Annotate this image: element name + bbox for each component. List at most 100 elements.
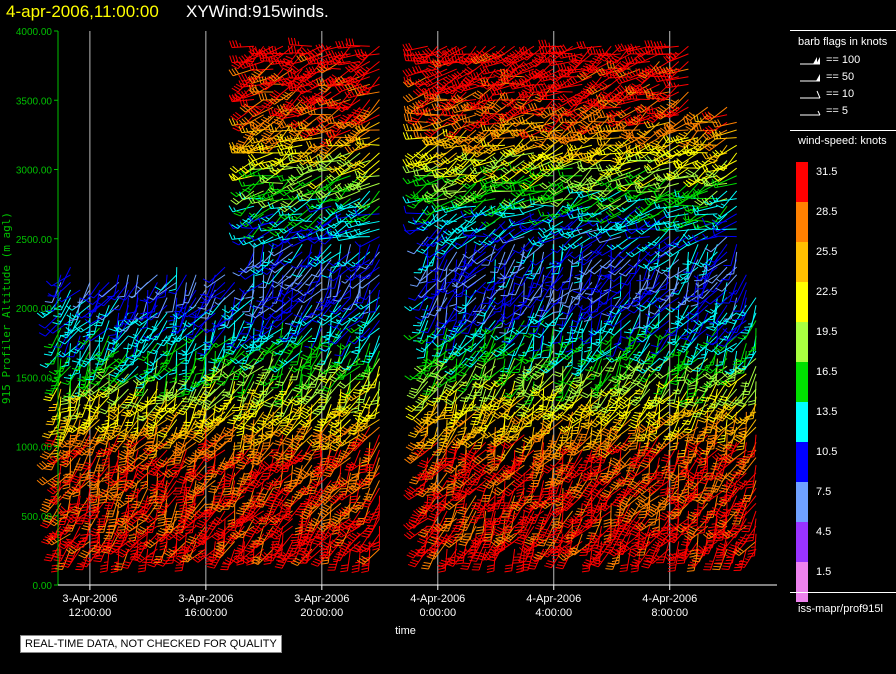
wind-barb xyxy=(351,548,361,573)
x-tick-label: 12:00:00 xyxy=(68,607,111,619)
wind-barb xyxy=(66,480,91,496)
wind-barb xyxy=(118,282,139,301)
wind-barb xyxy=(703,106,728,122)
wind-barb xyxy=(526,328,535,353)
wind-barb xyxy=(124,449,149,465)
wind-barb xyxy=(332,388,342,413)
wind-barb xyxy=(104,487,129,501)
wind-barb xyxy=(98,282,120,298)
wind-barb xyxy=(75,320,100,333)
legend-divider xyxy=(790,30,896,31)
wind-barb xyxy=(510,122,535,138)
wind-barb xyxy=(308,472,332,489)
wind-barb xyxy=(180,495,197,517)
wind-barb xyxy=(82,388,100,410)
wind-barb xyxy=(414,266,438,282)
wind-barb xyxy=(88,464,110,483)
wind-barb xyxy=(354,236,380,248)
wind-barb xyxy=(705,343,718,367)
y-tick-label: 0.00 xyxy=(33,581,53,592)
wind-barb xyxy=(340,548,352,573)
wind-barb xyxy=(690,244,709,265)
wind-barb xyxy=(94,320,110,342)
wind-barb xyxy=(345,38,370,47)
x-tick-label: 4-Apr-2006 xyxy=(526,593,581,605)
wind-barb xyxy=(134,396,158,412)
wind-barb xyxy=(344,144,371,154)
wind-barb xyxy=(107,434,129,453)
barb-flag-icon xyxy=(800,74,820,82)
wind-barb xyxy=(699,350,718,371)
wind-barb xyxy=(216,335,226,360)
wind-barb xyxy=(287,37,312,47)
wind-barb xyxy=(711,119,737,128)
wind-barb xyxy=(166,442,178,466)
wind-barb xyxy=(619,548,631,573)
wind-barb xyxy=(43,426,62,448)
wind-barb xyxy=(421,68,448,79)
wind-barb xyxy=(118,297,129,322)
wind-barb xyxy=(228,205,255,213)
speed-legend-title: wind-speed: knots xyxy=(798,135,887,147)
speed-color-label: 19.5 xyxy=(816,326,838,338)
wind-barb xyxy=(106,365,129,383)
wind-barb xyxy=(464,327,477,351)
wind-barb xyxy=(354,48,380,57)
wind-barb xyxy=(562,259,574,283)
wind-barb xyxy=(278,198,303,213)
wind-barb xyxy=(125,343,139,366)
wind-barb xyxy=(269,160,293,176)
wind-barb xyxy=(111,411,129,433)
speed-color-label: 4.5 xyxy=(816,526,832,538)
quality-notice: REAL-TIME DATA, NOT CHECKED FOR QUALITY xyxy=(20,635,282,653)
wind-barb xyxy=(75,327,91,350)
wind-barb xyxy=(734,381,747,404)
wind-barb xyxy=(576,40,602,50)
wind-barb xyxy=(106,388,129,406)
x-tick-label: 3-Apr-2006 xyxy=(294,593,349,605)
wind-barb xyxy=(557,168,583,177)
wind-barb xyxy=(471,548,487,571)
wind-barb xyxy=(116,541,139,558)
wind-barb xyxy=(650,335,670,355)
wind-barb xyxy=(69,335,91,354)
wind-barb xyxy=(102,434,120,456)
wind-barb xyxy=(526,259,545,280)
wind-barb xyxy=(534,297,554,318)
wind-barb xyxy=(554,366,564,391)
wind-barb xyxy=(665,297,689,313)
wind-barb xyxy=(43,335,62,356)
wind-barb xyxy=(728,274,747,295)
speed-color-swatch xyxy=(796,562,808,602)
wind-barb xyxy=(98,343,120,362)
wind-barb xyxy=(97,480,120,498)
y-tick-label: 3500.00 xyxy=(16,96,53,107)
wind-barb xyxy=(43,381,62,402)
wind-barb xyxy=(573,350,583,375)
wind-barb xyxy=(43,541,62,562)
x-tick-label: 4-Apr-2006 xyxy=(410,593,465,605)
x-tick-label: 16:00:00 xyxy=(184,607,227,619)
wind-barb xyxy=(120,548,139,569)
wind-barb xyxy=(574,259,593,280)
wind-barb xyxy=(74,449,91,471)
wind-barb xyxy=(64,457,81,479)
speed-color-swatch xyxy=(796,202,808,242)
speed-color-label: 16.5 xyxy=(816,366,838,378)
wind-barb xyxy=(46,343,62,365)
wind-barb xyxy=(45,533,71,546)
y-axis-title: 915 Profiler Altitude (m agl) xyxy=(0,212,13,404)
y-tick-label: 1500.00 xyxy=(16,373,53,384)
wind-barb xyxy=(76,381,100,397)
speed-color-label: 1.5 xyxy=(816,566,832,578)
wind-barb xyxy=(47,282,71,298)
wind-barb xyxy=(78,327,100,345)
wind-barb xyxy=(566,198,593,209)
wind-barb xyxy=(200,274,216,296)
barb-flag-icon xyxy=(800,110,821,116)
wind-barb xyxy=(110,548,120,574)
wind-barb xyxy=(499,210,525,219)
x-tick-label: 4:00:00 xyxy=(535,607,572,619)
wind-barb xyxy=(586,205,612,218)
wind-barb xyxy=(327,213,351,229)
